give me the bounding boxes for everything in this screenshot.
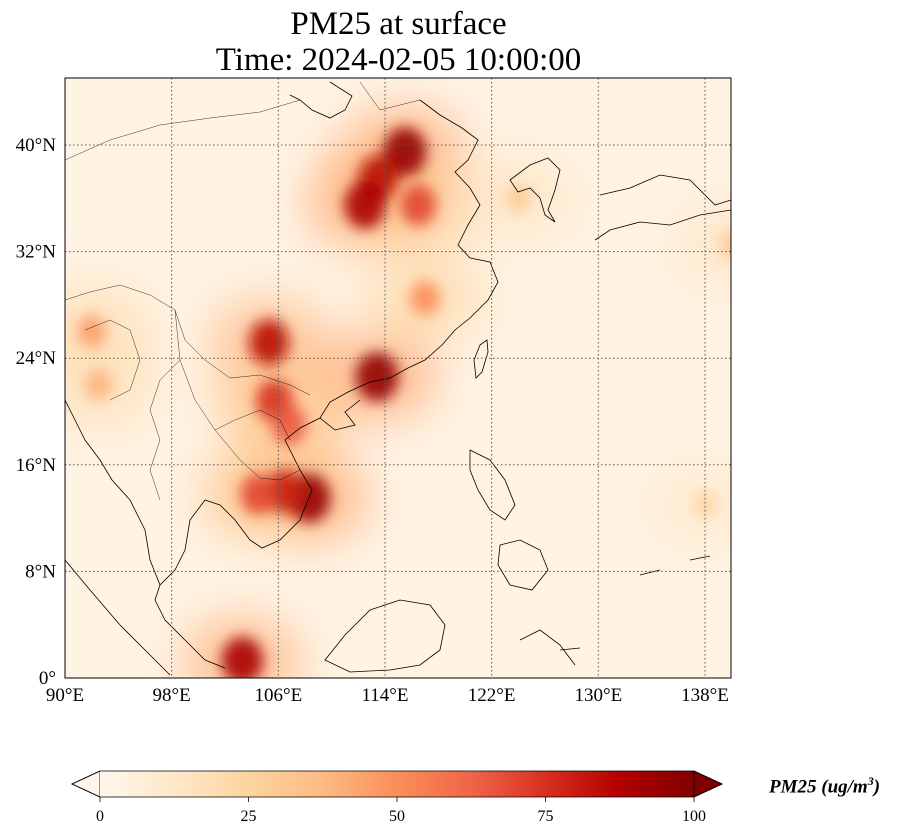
colorbar-tick-label: 0 xyxy=(96,808,104,825)
lon-tick-label: 98°E xyxy=(153,685,191,706)
colorbar-label: PM25 (ug/m3) xyxy=(769,774,880,798)
colorbar: 0 25 50 75 100 xyxy=(71,770,723,825)
pm25-hotspot-16 xyxy=(719,230,731,259)
pm25-hotspot-layer xyxy=(77,127,731,678)
map-gridlines xyxy=(65,78,731,678)
colorbar-tick-label: 25 xyxy=(241,808,257,825)
pm25-hotspot-12 xyxy=(410,280,440,316)
pm25-hotspot-4 xyxy=(249,319,289,366)
colorbar-tick-label: 100 xyxy=(682,808,706,825)
lat-tick-label: 24°N xyxy=(16,348,57,369)
colorbar-tick-label: 50 xyxy=(389,808,405,825)
map-subtitle-time: Time: 2024-02-05 10:00:00 xyxy=(215,42,582,78)
pm25-hotspot-3 xyxy=(400,184,437,226)
pm25-hotspot-13 xyxy=(77,315,106,348)
pm25-hotspot-9 xyxy=(265,469,305,514)
lat-tick-label: 16°N xyxy=(16,455,57,476)
map-area[interactable] xyxy=(32,77,792,706)
colorbar-ticks: 0 25 50 75 100 xyxy=(96,797,706,825)
colorbar-tick-label: 75 xyxy=(538,808,554,825)
colorbar-label-superscript: 3 xyxy=(867,774,874,788)
lat-tick-label: 0° xyxy=(39,668,56,689)
country-borders xyxy=(65,81,421,501)
map-title: PM25 at surface xyxy=(290,6,507,42)
lat-tick-label: 32°N xyxy=(16,242,57,263)
pm25-hotspot-14 xyxy=(84,369,112,401)
lon-tick-label: 138°E xyxy=(681,685,729,706)
lat-tick-label: 8°N xyxy=(25,561,56,582)
lon-tick-label: 90°E xyxy=(46,685,84,706)
colorbar-label-text: PM25 (ug/m xyxy=(769,776,868,798)
colorbar-label-close: ) xyxy=(873,776,881,798)
pm25-haze-16 xyxy=(671,199,731,290)
pm25-haze-17 xyxy=(645,459,731,550)
latitude-tick-labels: 0° 8°N 16°N 24°N 32°N 40°N xyxy=(16,135,57,689)
lon-tick-label: 130°E xyxy=(574,685,622,706)
colorbar-extend-left xyxy=(71,770,101,798)
pm25-hotspot-7 xyxy=(271,405,307,445)
pm25-hotspot-17 xyxy=(693,491,717,518)
pm25-hotspot-5 xyxy=(355,352,399,402)
coastlines xyxy=(65,81,731,676)
colorbar-gradient xyxy=(100,771,694,797)
pm25-hotspot-2 xyxy=(344,181,386,229)
pm25-hotspot-11 xyxy=(221,636,263,678)
lon-tick-label: 114°E xyxy=(362,685,409,706)
pm25-hotspot-10 xyxy=(240,473,277,515)
lon-tick-label: 122°E xyxy=(468,685,516,706)
pm25-hotspot-0 xyxy=(383,127,427,177)
map-frame xyxy=(64,77,732,679)
pm25-hotspot-15 xyxy=(506,184,531,213)
longitude-tick-labels: 90°E 98°E 106°E 114°E 122°E 130°E 138°E xyxy=(46,685,729,706)
lon-tick-label: 106°E xyxy=(254,685,302,706)
colorbar-extend-right xyxy=(693,770,723,798)
lat-tick-label: 40°N xyxy=(16,135,57,156)
